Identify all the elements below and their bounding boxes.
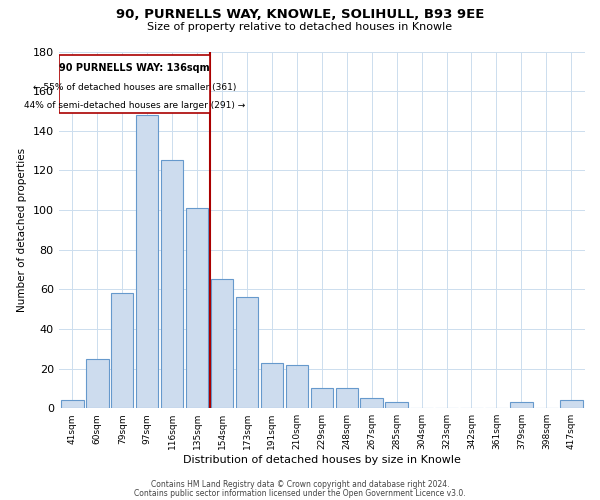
Text: ← 55% of detached houses are smaller (361): ← 55% of detached houses are smaller (36…: [33, 83, 236, 92]
Bar: [111, 294, 133, 408]
Bar: [385, 402, 408, 408]
Bar: [211, 280, 233, 408]
FancyBboxPatch shape: [59, 56, 209, 113]
X-axis label: Distribution of detached houses by size in Knowle: Distribution of detached houses by size …: [183, 455, 461, 465]
Bar: [510, 402, 533, 408]
Bar: [136, 115, 158, 408]
Text: Contains public sector information licensed under the Open Government Licence v3: Contains public sector information licen…: [134, 488, 466, 498]
Text: Size of property relative to detached houses in Knowle: Size of property relative to detached ho…: [148, 22, 452, 32]
Bar: [560, 400, 583, 408]
Text: 44% of semi-detached houses are larger (291) →: 44% of semi-detached houses are larger (…: [24, 101, 245, 110]
Bar: [260, 362, 283, 408]
Y-axis label: Number of detached properties: Number of detached properties: [17, 148, 27, 312]
Bar: [286, 364, 308, 408]
Bar: [186, 208, 208, 408]
Bar: [236, 297, 258, 408]
Bar: [161, 160, 184, 408]
Bar: [61, 400, 83, 408]
Bar: [361, 398, 383, 408]
Bar: [86, 358, 109, 408]
Text: 90, PURNELLS WAY, KNOWLE, SOLIHULL, B93 9EE: 90, PURNELLS WAY, KNOWLE, SOLIHULL, B93 …: [116, 8, 484, 20]
Text: Contains HM Land Registry data © Crown copyright and database right 2024.: Contains HM Land Registry data © Crown c…: [151, 480, 449, 489]
Bar: [311, 388, 333, 408]
Bar: [335, 388, 358, 408]
Text: 90 PURNELLS WAY: 136sqm: 90 PURNELLS WAY: 136sqm: [59, 64, 210, 74]
